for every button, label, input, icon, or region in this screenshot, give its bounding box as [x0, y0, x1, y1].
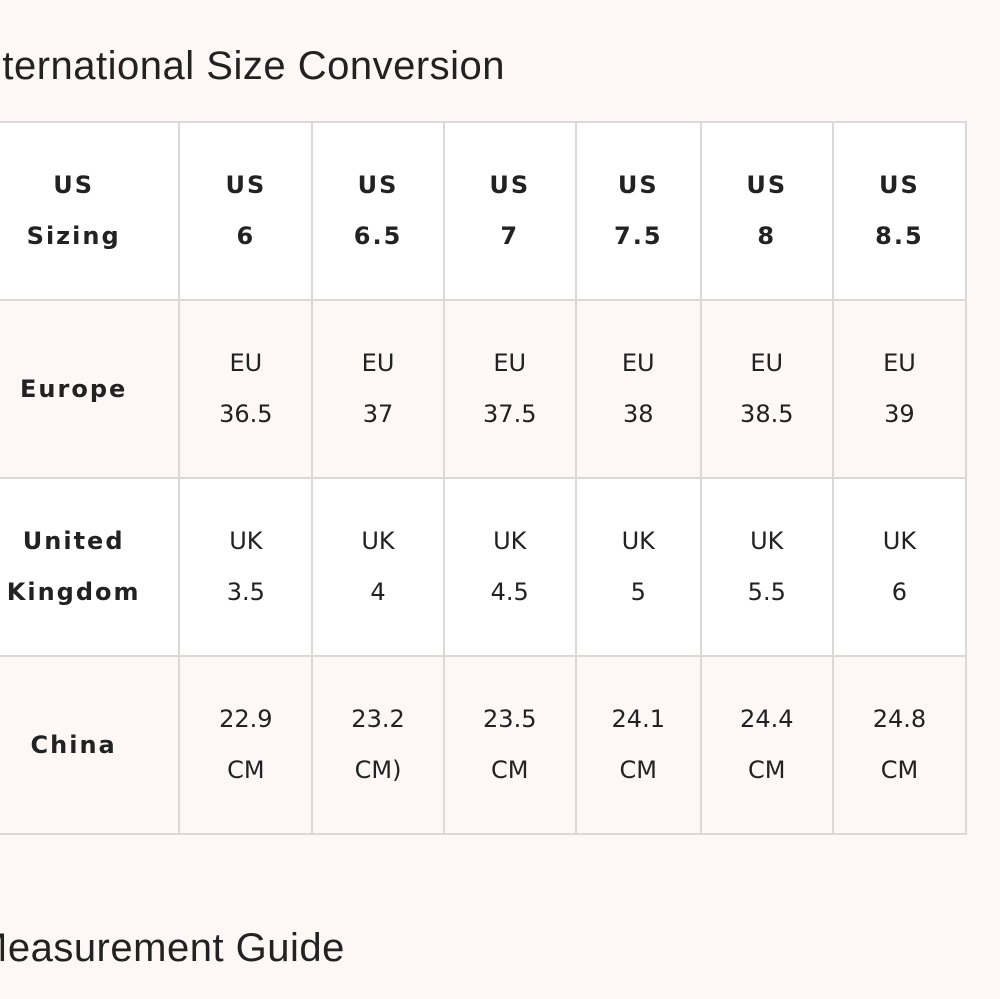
size-cell-line: 6.5 [353, 222, 403, 250]
size-cell: EU 38 [574, 299, 702, 479]
size-cell-line: 22.9 [219, 705, 273, 733]
size-cell: UK 4.5 [442, 477, 577, 657]
size-cell-line: 37.5 [483, 400, 537, 428]
size-cell: US 6 [178, 121, 314, 301]
size-cell: US 7.5 [574, 121, 702, 301]
size-cell: EU 38.5 [699, 299, 834, 479]
size-cell-line: US [746, 171, 788, 199]
size-cell-line: 5.5 [747, 578, 786, 606]
size-cell-line: 8.5 [875, 222, 924, 250]
row-label: Europe [0, 299, 181, 479]
size-cell-line: US [617, 171, 659, 199]
size-cell-line: UK [493, 527, 527, 555]
size-cell-line: 24.8 [872, 705, 927, 733]
size-cell: EU 37 [311, 299, 445, 479]
size-cell: UK 6 [831, 477, 968, 657]
size-cell-line: 23.2 [351, 705, 405, 733]
row-label-line: Sizing [26, 222, 121, 250]
size-cell: UK 5 [574, 477, 702, 657]
size-cell-line: 24.1 [611, 705, 665, 733]
size-cell-line: 8 [757, 222, 777, 250]
size-cell: UK 5.5 [699, 477, 834, 657]
row-label: US Sizing [0, 121, 181, 301]
size-cell-line: 39 [884, 400, 915, 428]
table-row: Europe EU 36.5 EU 37 EU 37.5 EU 38 EU 38.5 EU 39 [0, 299, 968, 479]
size-cell-line: UK [621, 527, 655, 555]
size-cell-line: 37 [362, 400, 394, 428]
size-cell: 24.1 CM [574, 655, 702, 835]
size-cell-line: US [489, 171, 531, 199]
size-cell-line: EU [750, 349, 784, 377]
size-cell: 24.4 CM [699, 655, 834, 835]
size-cell-line: EU [229, 349, 263, 377]
size-cell-line: CM [619, 756, 657, 784]
size-cell-line: 7.5 [614, 222, 663, 250]
size-cell-line: CM [491, 756, 529, 784]
size-cell-line: 5 [630, 578, 646, 606]
size-cell-line: EU [361, 349, 395, 377]
size-cell-line: CM [227, 756, 265, 784]
size-cell-line: 38.5 [740, 400, 794, 428]
size-cell-line: CM [880, 756, 919, 784]
table-row: US Sizing US 6 US 6.5 US 7 US 7.5 US 8 US 8.5 [0, 121, 968, 301]
size-cell: US 6.5 [311, 121, 445, 301]
table-row: China 22.9 CM 23.2 CM) 23.5 CM 24.1 CM 24.4 CM 24.8… [0, 655, 968, 835]
size-conversion-table: US Sizing US 6 US 6.5 US 7 US 7.5 US 8 US 8.5 Europe EU… [0, 121, 968, 835]
size-cell-line: UK [750, 527, 784, 555]
size-cell: US 7 [442, 121, 577, 301]
row-label-line: Europe [20, 374, 128, 403]
size-cell-line: 36.5 [219, 400, 273, 428]
size-cell-line: US [879, 171, 920, 199]
row-label-line: US [53, 171, 95, 199]
row-label: China [0, 655, 181, 835]
size-cell: UK 3.5 [178, 477, 314, 657]
size-cell-line: CM) [354, 756, 402, 784]
size-cell-line: 6 [236, 222, 256, 250]
row-label: United Kingdom [0, 477, 181, 657]
size-cell-line: CM [748, 756, 786, 784]
size-cell-line: EU [883, 349, 916, 377]
size-cell-line: EU [493, 349, 527, 377]
size-cell-line: UK [229, 527, 263, 555]
size-cell-line: 3.5 [226, 578, 265, 606]
size-cell: EU 36.5 [178, 299, 314, 479]
size-cell-line: US [357, 171, 399, 199]
size-cell: EU 37.5 [442, 299, 577, 479]
size-cell-line: UK [882, 527, 917, 555]
size-cell-line: 6 [891, 578, 908, 606]
size-cell: US 8 [699, 121, 834, 301]
size-cell: EU 39 [831, 299, 968, 479]
size-cell-line: 4 [370, 578, 386, 606]
size-cell-line: 7 [500, 222, 520, 250]
measurement-guide-heading: Measurement Guide [0, 926, 345, 970]
row-label-line: Kingdom [6, 578, 141, 606]
size-cell: 23.5 CM [442, 655, 577, 835]
size-cell: 22.9 CM [178, 655, 314, 835]
size-cell-line: 4.5 [490, 578, 529, 606]
size-cell-line: UK [361, 527, 395, 555]
size-conversion-heading: International Size Conversion [0, 44, 506, 88]
size-cell-line: 24.4 [740, 705, 794, 733]
size-cell: 23.2 CM) [311, 655, 445, 835]
size-cell-line: 38 [622, 400, 654, 428]
size-cell-line: US [225, 171, 267, 199]
size-cell: US 8.5 [831, 121, 968, 301]
row-label-line: China [30, 730, 117, 759]
size-cell-line: 23.5 [483, 705, 537, 733]
size-cell: 24.8 CM [831, 655, 968, 835]
size-cell: UK 4 [311, 477, 445, 657]
size-cell-line: EU [621, 349, 655, 377]
table-row: United Kingdom UK 3.5 UK 4 UK 4.5 UK 5 UK 5.5 UK 6 [0, 477, 968, 657]
row-label-line: United [22, 527, 125, 555]
